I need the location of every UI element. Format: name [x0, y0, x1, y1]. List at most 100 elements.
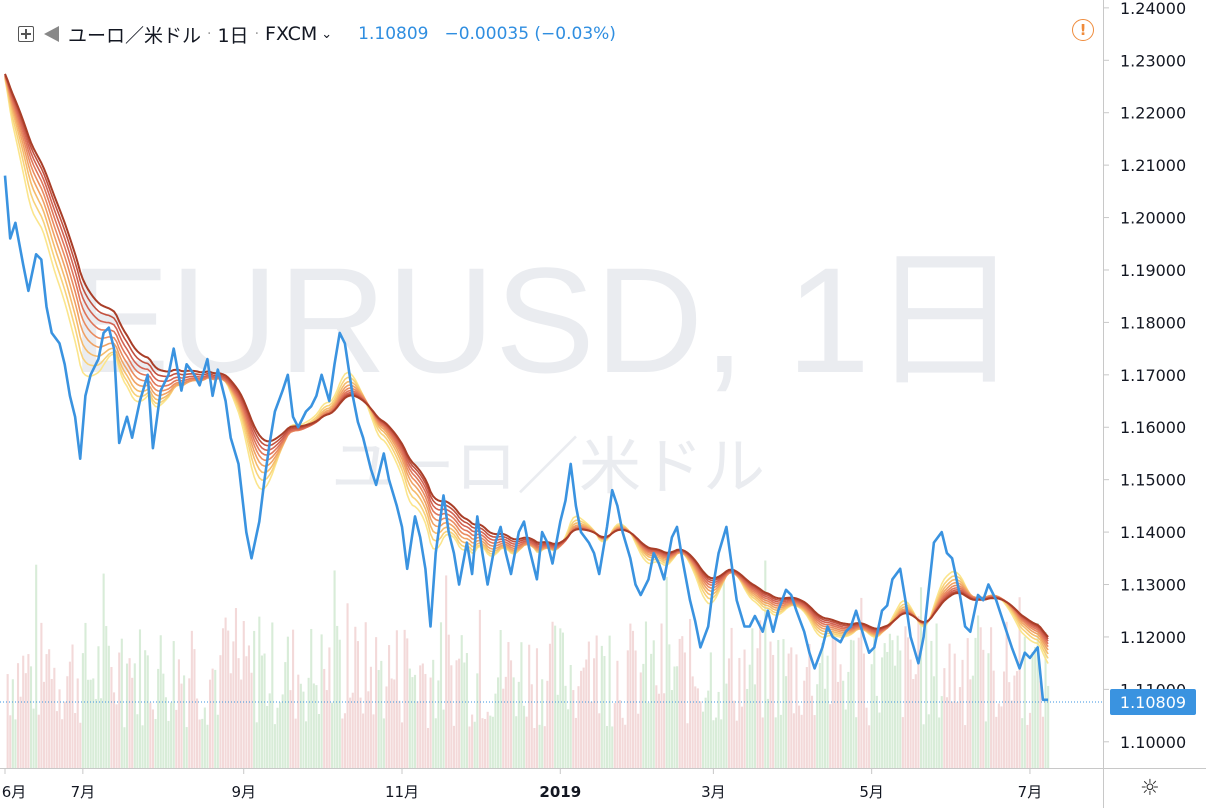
- volume-bar: [393, 679, 396, 768]
- volume-bar: [1021, 718, 1024, 768]
- watermark: EURUSD, 1日 ユーロ／米ドル: [70, 236, 1020, 503]
- volume-bar: [224, 617, 227, 768]
- x-tick-label: 11月: [385, 783, 419, 801]
- volume-bar: [221, 628, 225, 768]
- volume-bar: [284, 662, 287, 768]
- volume-bar: [478, 609, 481, 768]
- volume-bar: [948, 643, 951, 768]
- volume-bar: [403, 629, 406, 768]
- volume-bar: [185, 727, 188, 768]
- volume-bar: [831, 621, 834, 768]
- volume-bar: [764, 560, 767, 768]
- volume-bar: [738, 657, 741, 768]
- volume-bar: [250, 672, 253, 768]
- volume-bar: [906, 637, 910, 768]
- volume-bar: [655, 685, 658, 768]
- volume-bar: [312, 683, 315, 768]
- chevron-down-icon[interactable]: ⌄: [321, 26, 333, 42]
- volume-bar: [816, 684, 819, 768]
- volume-bar: [943, 668, 946, 768]
- volume-bar: [756, 648, 759, 768]
- volume-bar: [242, 620, 245, 768]
- volume-bar: [74, 713, 77, 768]
- volume-bar: [748, 664, 751, 768]
- volume-bar: [87, 679, 90, 768]
- volume-bar: [953, 653, 956, 768]
- volume-bar: [170, 702, 173, 768]
- warning-icon[interactable]: !: [1072, 19, 1094, 41]
- volume-bar: [48, 649, 51, 768]
- volume-bar: [714, 717, 718, 768]
- volume-bar: [720, 719, 723, 768]
- volume-bar: [458, 658, 461, 768]
- volume-bar: [1010, 700, 1013, 768]
- volume-bar: [310, 628, 313, 768]
- volume-bar: [320, 634, 323, 768]
- volume-bar: [969, 679, 972, 768]
- volume-bar: [987, 653, 990, 768]
- volume-bar: [637, 713, 640, 768]
- volume-bar: [128, 658, 131, 768]
- volume-bar: [873, 633, 876, 768]
- volume-bar: [917, 616, 920, 768]
- volume-bar: [84, 622, 87, 768]
- volume-bar: [315, 685, 318, 768]
- volume-bar: [919, 587, 923, 768]
- volume-bar: [234, 608, 238, 768]
- volume-bar: [299, 683, 302, 768]
- last-price-tag-label: 1.10809: [1120, 693, 1186, 712]
- volume-bar: [733, 700, 736, 768]
- volume-bar: [229, 673, 232, 768]
- volume-bar: [304, 721, 308, 768]
- time-axis[interactable]: 6月 7月 9月 11月 2019 3月 5月 7月: [0, 768, 1206, 801]
- volume-bar: [691, 676, 694, 768]
- volume-bar: [271, 622, 274, 768]
- volume-bar: [76, 678, 79, 768]
- price-change: −0.00035 (−0.03%): [444, 24, 616, 44]
- y-tick-label: 1.10000: [1120, 733, 1186, 752]
- volume-bar: [699, 701, 702, 768]
- volume-bar: [800, 714, 803, 768]
- volume-bar: [40, 622, 43, 768]
- volume-bar: [159, 635, 162, 768]
- volume-bar: [437, 680, 440, 768]
- volume-bar: [317, 714, 321, 768]
- volume-bar: [847, 671, 850, 768]
- volume-bar: [761, 717, 764, 768]
- volume-bar: [486, 711, 489, 768]
- volume-bar: [120, 638, 123, 768]
- volume-bar: [966, 638, 969, 768]
- volume-bar: [990, 627, 993, 768]
- volume-bar: [362, 713, 365, 768]
- volume-bar: [875, 695, 878, 768]
- volume-bar: [964, 725, 967, 768]
- volume-bar: [419, 665, 422, 768]
- volume-bar: [245, 656, 248, 768]
- volume-bar: [639, 672, 642, 768]
- y-tick-label: 1.13000: [1120, 576, 1186, 595]
- volume-bar: [193, 649, 196, 768]
- volume-bar: [888, 633, 891, 768]
- interval-label[interactable]: 1日: [217, 24, 249, 47]
- volume-bar: [683, 652, 686, 768]
- settings-gear-icon[interactable]: ☼: [1140, 776, 1160, 801]
- volume-bar: [497, 677, 500, 768]
- volume-bar: [590, 701, 593, 768]
- volume-bar: [572, 690, 575, 768]
- volume-bar: [772, 654, 775, 768]
- collapse-plus-icon[interactable]: [18, 26, 34, 42]
- volume-bar: [740, 706, 744, 768]
- symbol-name[interactable]: ユーロ／米ドル: [68, 24, 202, 47]
- volume-bar: [406, 638, 409, 768]
- volume-bar: [587, 641, 590, 768]
- volume-bar: [266, 705, 269, 768]
- price-axis[interactable]: 1.24000 1.23000 1.22000 1.21000 1.20000 1.190…: [1103, 0, 1206, 808]
- volume-bar: [216, 714, 219, 768]
- exchange-label[interactable]: FXCM: [265, 23, 318, 45]
- volume-bar: [857, 637, 860, 768]
- volume-bar: [909, 659, 912, 768]
- volume-bar: [935, 623, 938, 768]
- volume-bar: [16, 663, 20, 768]
- y-tick-label: 1.24000: [1120, 0, 1186, 18]
